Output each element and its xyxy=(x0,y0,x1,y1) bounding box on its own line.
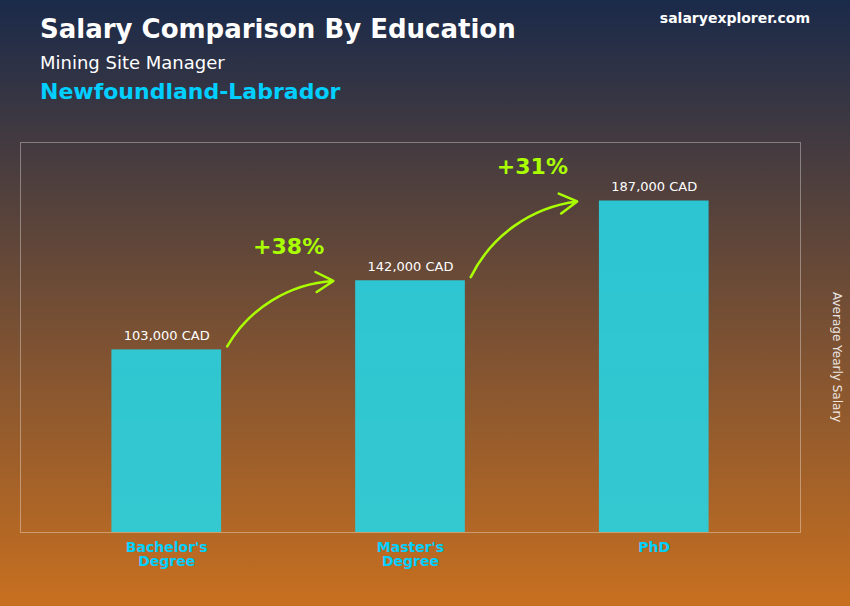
svg-text:+31%: +31% xyxy=(497,154,568,179)
html-text:Newfoundland-Labrador: Newfoundland-Labrador xyxy=(40,79,341,104)
svg-text:103,000 CAD: 103,000 CAD xyxy=(124,328,210,343)
svg-text:187,000 CAD: 187,000 CAD xyxy=(611,179,697,194)
svg-text:142,000 CAD: 142,000 CAD xyxy=(368,259,454,274)
html-text:Average Yearly Salary: Average Yearly Salary xyxy=(830,291,844,423)
svg-text:+38%: +38% xyxy=(253,234,324,259)
html-text:Salary Comparison By Education: Salary Comparison By Education xyxy=(40,14,516,44)
svg-text:PhD: PhD xyxy=(638,539,670,555)
html-text:Mining Site Manager: Mining Site Manager xyxy=(40,52,225,73)
svg-text:Bachelor'sDegree: Bachelor'sDegree xyxy=(126,539,208,569)
svg-text:Master'sDegree: Master'sDegree xyxy=(377,539,444,569)
html-text:salaryexplorer.com: salaryexplorer.com xyxy=(659,10,810,26)
